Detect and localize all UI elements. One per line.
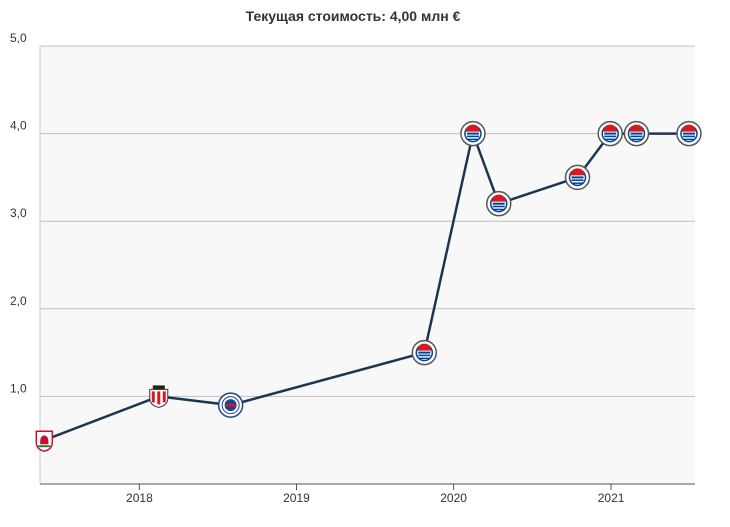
x-tick-label: 2019	[283, 491, 310, 505]
plot-area	[40, 46, 695, 484]
sunderland-crest-icon[interactable]	[149, 385, 169, 408]
chart-title: Текущая стоимость: 4,00 млн €	[245, 8, 461, 24]
liverpool-crest-icon[interactable]	[35, 430, 54, 452]
x-tick-label: 2020	[440, 491, 467, 505]
y-tick-label: 4,0	[10, 119, 27, 133]
y-tick-label: 1,0	[10, 381, 27, 395]
reading-crest-icon[interactable]	[411, 339, 438, 366]
reading-crest-icon[interactable]	[597, 120, 623, 147]
reading-crest-icon[interactable]	[564, 164, 591, 191]
rangers-crest-icon[interactable]	[217, 392, 244, 418]
y-tick-label: 2,0	[10, 294, 27, 308]
reading-crest-icon[interactable]	[486, 190, 512, 217]
reading-crest-icon[interactable]	[460, 120, 486, 147]
reading-crest-icon[interactable]	[676, 120, 702, 147]
y-tick-label: 5,0	[10, 31, 27, 45]
y-tick-label: 3,0	[10, 206, 27, 220]
x-tick-label: 2021	[598, 491, 625, 505]
x-tick-label: 2018	[126, 491, 153, 505]
series-line	[43, 132, 689, 442]
reading-crest-icon[interactable]	[623, 120, 650, 147]
